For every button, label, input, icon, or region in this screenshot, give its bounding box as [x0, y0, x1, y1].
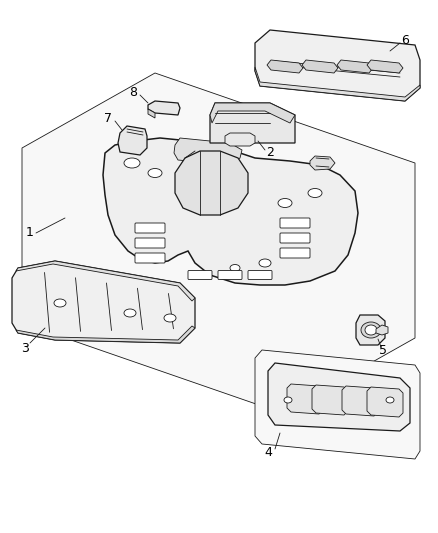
FancyBboxPatch shape — [135, 223, 165, 233]
Polygon shape — [341, 386, 377, 416]
FancyBboxPatch shape — [135, 238, 165, 248]
Polygon shape — [103, 138, 357, 285]
Text: 1: 1 — [26, 227, 34, 239]
Polygon shape — [16, 326, 194, 343]
Polygon shape — [366, 60, 402, 73]
Ellipse shape — [164, 314, 176, 322]
Ellipse shape — [124, 309, 136, 317]
Ellipse shape — [360, 322, 380, 338]
FancyBboxPatch shape — [218, 271, 241, 279]
FancyBboxPatch shape — [279, 218, 309, 228]
Polygon shape — [118, 126, 147, 155]
Polygon shape — [336, 60, 372, 73]
Polygon shape — [225, 133, 254, 146]
FancyBboxPatch shape — [187, 271, 212, 279]
Polygon shape — [254, 67, 419, 101]
Polygon shape — [22, 73, 414, 413]
Polygon shape — [311, 385, 347, 415]
Text: 5: 5 — [378, 344, 386, 358]
Polygon shape — [12, 261, 194, 343]
Polygon shape — [175, 151, 247, 215]
Ellipse shape — [258, 259, 270, 267]
Ellipse shape — [385, 397, 393, 403]
Polygon shape — [173, 138, 241, 165]
Polygon shape — [16, 261, 194, 301]
Text: 8: 8 — [129, 86, 137, 100]
Polygon shape — [209, 103, 294, 143]
FancyBboxPatch shape — [135, 253, 165, 263]
Polygon shape — [266, 60, 302, 73]
FancyBboxPatch shape — [279, 248, 309, 258]
Ellipse shape — [148, 168, 162, 177]
Text: 4: 4 — [264, 447, 271, 459]
Polygon shape — [148, 109, 155, 118]
FancyBboxPatch shape — [279, 233, 309, 243]
Polygon shape — [148, 101, 180, 115]
Text: 7: 7 — [104, 111, 112, 125]
Polygon shape — [366, 387, 402, 417]
Polygon shape — [355, 315, 384, 345]
Polygon shape — [267, 363, 409, 431]
Polygon shape — [209, 103, 294, 123]
Polygon shape — [309, 156, 334, 170]
Polygon shape — [301, 60, 337, 73]
Ellipse shape — [364, 325, 376, 335]
Polygon shape — [254, 350, 419, 459]
Polygon shape — [375, 325, 387, 335]
Ellipse shape — [54, 299, 66, 307]
Ellipse shape — [124, 158, 140, 168]
FancyBboxPatch shape — [247, 271, 272, 279]
Text: 6: 6 — [400, 34, 408, 46]
Ellipse shape — [230, 264, 240, 271]
Text: 3: 3 — [21, 342, 29, 354]
Ellipse shape — [283, 397, 291, 403]
Text: 2: 2 — [265, 147, 273, 159]
Polygon shape — [254, 30, 419, 101]
Ellipse shape — [277, 198, 291, 207]
Ellipse shape — [307, 189, 321, 198]
Polygon shape — [286, 384, 322, 414]
